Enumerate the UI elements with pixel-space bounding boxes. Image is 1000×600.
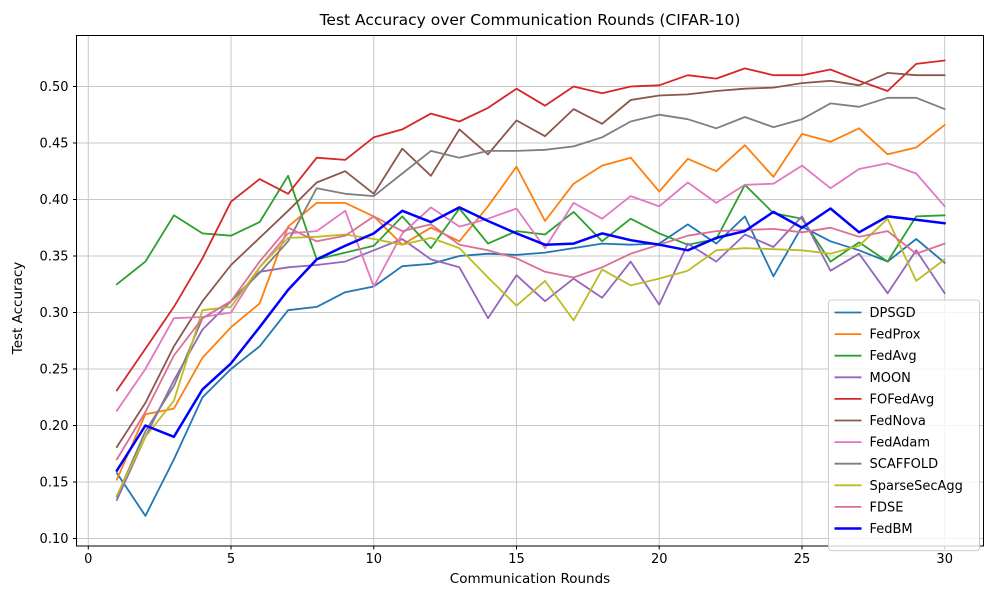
series-line-MOON [115, 215, 946, 502]
legend-item-FedProx: FedProx [834, 328, 921, 343]
x-axis-label: Communication Rounds [450, 571, 610, 587]
y-tick-label: 0.50 [40, 80, 69, 95]
legend-box [828, 299, 980, 552]
legend-item-FedBM: FedBM [834, 522, 913, 537]
x-tick-label: 30 [936, 552, 953, 567]
legend-label: FedAvg [870, 349, 917, 364]
x-tick-label: 25 [794, 552, 811, 567]
series-line-SCAFFOLD [115, 96, 946, 498]
x-tick-label: 20 [651, 552, 668, 567]
legend-item-DPSGD: DPSGD [834, 306, 916, 321]
y-tick-label: 0.25 [40, 363, 69, 378]
legend-label: FOFedAvg [870, 392, 935, 407]
y-tick-label: 0.15 [40, 476, 69, 491]
legend-label: FedProx [870, 328, 921, 343]
x-tick-label: 0 [84, 552, 92, 567]
legend-label: FedAdam [870, 436, 931, 451]
series-line-SparseSecAgg [115, 217, 946, 497]
legend-item-FedNova: FedNova [834, 414, 926, 429]
legend-item-FedAvg: FedAvg [834, 349, 917, 364]
y-axis-label: Test Accuracy [10, 262, 26, 356]
legend-label: MOON [870, 371, 911, 386]
y-tick-label: 0.40 [40, 193, 69, 208]
series-line-FDSE [115, 215, 946, 461]
legend-item-FOFedAvg: FOFedAvg [834, 392, 935, 407]
y-tick-label: 0.30 [40, 306, 69, 321]
series-line-FOFedAvg [115, 59, 946, 392]
legend-label: FDSE [870, 500, 904, 515]
legend-item-MOON: MOON [834, 371, 911, 386]
axis-ticks: 0 5 10 15 20 25 30 0.10 0.15 0.20 0.25 0.30 0.35 0.40… [40, 80, 953, 567]
series-line-FedBM [115, 206, 946, 472]
grid-lines [76, 35, 984, 546]
plot-border [76, 35, 984, 547]
series-line-FedProx [115, 124, 946, 481]
legend-label: DPSGD [870, 306, 916, 321]
y-tick-label: 0.10 [40, 532, 69, 547]
legend-item-FedAdam: FedAdam [834, 436, 931, 451]
x-tick-label: 5 [227, 552, 235, 567]
legend-label: FedBM [870, 522, 913, 537]
legend-item-SparseSecAgg: SparseSecAgg [834, 479, 963, 494]
legend-label: FedNova [870, 414, 926, 429]
series-line-DPSGD [115, 215, 946, 517]
x-tick-label: 10 [365, 552, 382, 567]
y-tick-label: 0.20 [40, 419, 69, 434]
legend-label: SparseSecAgg [870, 479, 963, 494]
chart-title: Test Accuracy over Communication Rounds … [319, 11, 741, 29]
series-lines [115, 59, 946, 517]
y-tick-label: 0.45 [40, 136, 69, 151]
y-tick-label: 0.35 [40, 249, 69, 264]
legend: DPSGD FedProx FedAvg MOON FOFedAvg FedNova Fed… [828, 299, 980, 552]
legend-item-FDSE: FDSE [834, 500, 904, 515]
series-line-FedNova [115, 72, 946, 448]
x-tick-label: 15 [508, 552, 525, 567]
legend-item-SCAFFOLD: SCAFFOLD [834, 457, 939, 472]
legend-label: SCAFFOLD [870, 457, 939, 472]
